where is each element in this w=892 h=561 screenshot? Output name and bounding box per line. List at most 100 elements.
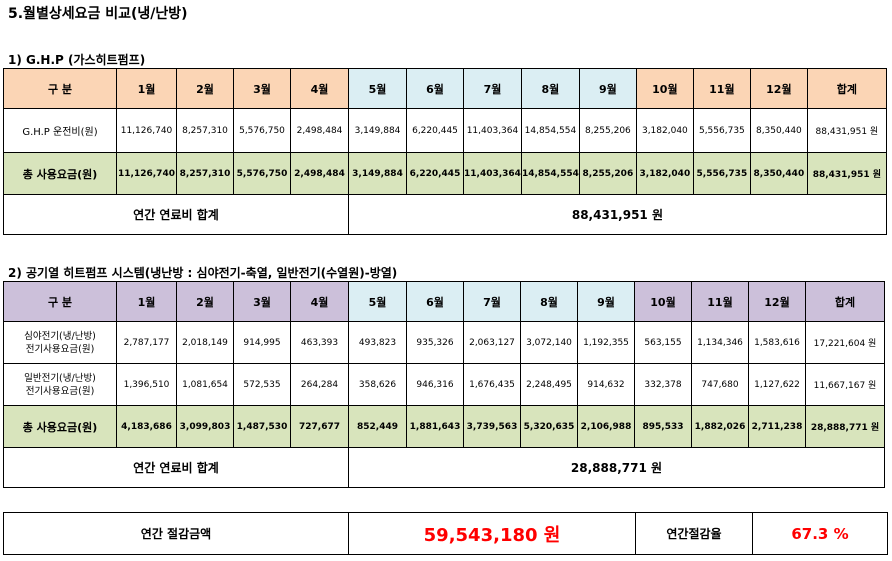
row-total: 11,667,167 원 (805, 363, 885, 406)
table-row: 심야전기(냉/난방) 전기사용요금(원) 2,787,177 2,018,149… (3, 321, 885, 364)
cell-value: 264,284 (290, 363, 349, 406)
month-header: 12월 (748, 281, 806, 322)
month-header: 2월 (176, 281, 234, 322)
sum-value: 1,487,530 (233, 405, 291, 448)
cell-value: 493,823 (348, 321, 407, 364)
savings-row: 연간 절감금액 59,543,180 원 연간절감율 67.3 % (3, 512, 888, 555)
sum-value: 2,711,238 (748, 405, 806, 448)
sum-value: 2,498,484 (290, 152, 349, 195)
table-row: 일반전기(냉/난방) 전기사용요금(원) 1,396,510 1,081,654… (3, 363, 885, 406)
sum-value: 11,403,364 (463, 152, 522, 195)
month-header: 10월 (635, 68, 694, 109)
month-header: 1월 (116, 68, 177, 109)
header-row: 구 분 1월 2월 3월 4월 5월 6월 7월 8월 9월 10월 11월 1… (3, 281, 885, 322)
cell-value: 1,396,510 (116, 363, 177, 406)
sum-value: 895,533 (634, 405, 692, 448)
month-header: 3월 (233, 68, 291, 109)
cell-value: 3,149,884 (348, 108, 407, 153)
cell-value: 8,257,310 (176, 108, 234, 153)
month-header: 6월 (406, 281, 464, 322)
sum-value: 3,739,563 (463, 405, 521, 448)
sum-value: 1,882,026 (691, 405, 749, 448)
sum-total: 28,888,771 원 (805, 405, 885, 448)
cell-value: 2,248,495 (520, 363, 578, 406)
cell-value: 1,134,346 (691, 321, 749, 364)
cell-value: 11,126,740 (116, 108, 177, 153)
sum-value: 6,220,445 (406, 152, 464, 195)
sum-value: 727,677 (290, 405, 349, 448)
cell-value: 11,403,364 (463, 108, 522, 153)
month-header: 11월 (691, 281, 749, 322)
cell-value: 572,535 (233, 363, 291, 406)
savings-rate-label: 연간절감율 (635, 512, 753, 555)
month-header: 7월 (463, 281, 521, 322)
cell-value: 914,995 (233, 321, 291, 364)
total-header: 합계 (805, 281, 885, 322)
cell-value: 946,316 (406, 363, 464, 406)
sum-label: 총 사용요금(원) (3, 405, 117, 448)
sum-value: 5,320,635 (520, 405, 578, 448)
total-header: 합계 (806, 68, 887, 109)
sum-value: 1,881,643 (406, 405, 464, 448)
sum-value: 8,350,440 (749, 152, 808, 195)
sum-label: 총 사용요금(원) (3, 152, 117, 195)
sum-value: 3,149,884 (348, 152, 407, 195)
sum-value: 4,183,686 (116, 405, 177, 448)
cell-value: 5,556,735 (692, 108, 751, 153)
cell-value: 2,018,149 (176, 321, 234, 364)
month-header: 9월 (577, 281, 635, 322)
cell-value: 8,350,440 (749, 108, 808, 153)
cell-value: 563,155 (634, 321, 692, 364)
row-label-line1: 일반전기(냉/난방) (24, 372, 96, 384)
cell-value: 3,182,040 (635, 108, 694, 153)
sum-row: 총 사용요금(원) 11,126,740 8,257,310 5,576,750… (3, 152, 887, 195)
cell-value: 1,127,622 (748, 363, 806, 406)
month-header: 8월 (520, 68, 580, 109)
annual-row: 연간 연료비 합계 28,888,771 원 (3, 447, 885, 488)
cell-value: 1,081,654 (176, 363, 234, 406)
row-label: G.H.P 운전비(원) (3, 108, 117, 153)
page-title: 5.월별상세요금 비교(냉/난방) (8, 6, 188, 22)
month-header: 5월 (348, 68, 407, 109)
cell-value: 2,063,127 (463, 321, 521, 364)
row-label: 일반전기(냉/난방) 전기사용요금(원) (3, 363, 117, 406)
month-header: 7월 (463, 68, 522, 109)
sum-value: 3,182,040 (635, 152, 694, 195)
cell-value: 747,680 (691, 363, 749, 406)
cell-value: 358,626 (348, 363, 407, 406)
sum-value: 852,449 (348, 405, 407, 448)
month-header: 9월 (578, 68, 637, 109)
row-label: 심야전기(냉/난방) 전기사용요금(원) (3, 321, 117, 364)
month-header: 5월 (348, 281, 407, 322)
sum-value: 3,099,803 (176, 405, 234, 448)
month-header: 1월 (116, 281, 177, 322)
row-label-line1: 심야전기(냉/난방) (24, 330, 96, 342)
annual-value: 28,888,771 원 (348, 447, 885, 488)
row-label-line2: 전기사용요금(원) (25, 385, 95, 397)
row-total: 17,221,604 원 (805, 321, 885, 364)
cell-value: 1,583,616 (748, 321, 806, 364)
cell-value: 8,255,206 (578, 108, 637, 153)
month-header: 4월 (290, 281, 349, 322)
sum-value: 5,576,750 (233, 152, 291, 195)
cell-value: 6,220,445 (406, 108, 464, 153)
month-header: 2월 (176, 68, 234, 109)
cell-value: 1,192,355 (577, 321, 635, 364)
cell-value: 914,632 (577, 363, 635, 406)
annual-value: 88,431,951 원 (348, 194, 887, 235)
annual-label: 연간 연료비 합계 (3, 194, 349, 235)
month-header: 6월 (406, 68, 464, 109)
header-label: 구 분 (3, 281, 117, 322)
sum-value: 8,255,206 (578, 152, 637, 195)
cell-value: 463,393 (290, 321, 349, 364)
section1-heading: 1) G.H.P (가스히트펌프) (8, 53, 146, 67)
cell-value: 5,576,750 (233, 108, 291, 153)
month-header: 11월 (692, 68, 751, 109)
header-label: 구 분 (3, 68, 117, 109)
sum-row: 총 사용요금(원) 4,183,686 3,099,803 1,487,530 … (3, 405, 885, 448)
month-header: 3월 (233, 281, 291, 322)
sum-value: 5,556,735 (692, 152, 751, 195)
month-header: 4월 (290, 68, 349, 109)
cell-value: 332,378 (634, 363, 692, 406)
sum-total: 88,431,951 원 (806, 152, 887, 195)
